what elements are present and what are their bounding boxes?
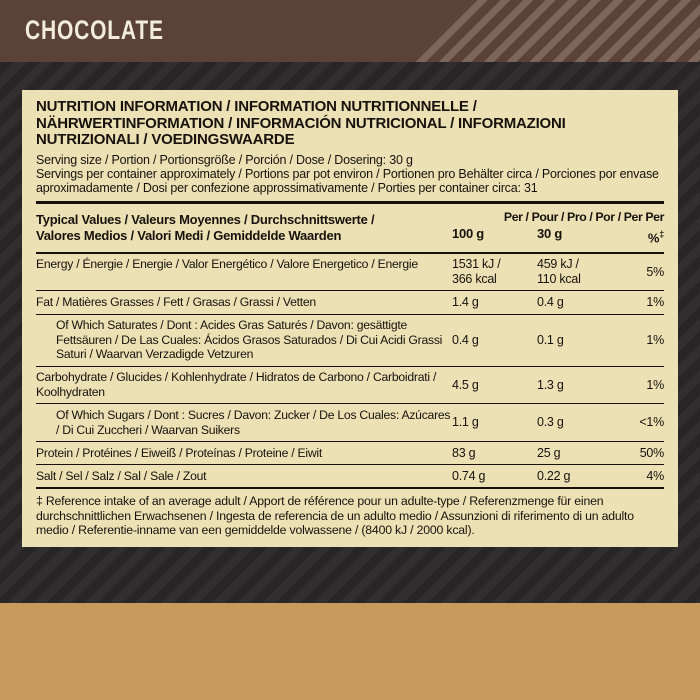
row-label: Energy / Énergie / Energie / Valor Energ…: [36, 257, 418, 272]
value-per-100g: 0.4 g: [452, 332, 479, 347]
table-row-saturates: Of Which Saturates / Dont : Acides Gras …: [36, 315, 664, 367]
row-label: Fat / Matières Grasses / Fett / Grasas /…: [36, 294, 316, 309]
value-per-30g: 0.22 g: [537, 468, 571, 483]
ri-footnote-mark: ‡: [659, 229, 664, 240]
typical-values-line: Valores Medios / Valori Medi / Gemiddeld…: [36, 228, 342, 244]
reference-intake-footnote: ‡ Reference intake of an average adult /…: [36, 494, 634, 537]
value-per-100g: 1.4 g: [452, 294, 479, 309]
panel-title-line: NÄHRWERTINFORMATION / INFORMACIÓN NUTRIC…: [36, 114, 566, 132]
nutrition-table: Typical Values / Valeurs Moyennes / Durc…: [36, 204, 665, 490]
typical-values-header: Typical Values / Valeurs Moyennes / Durc…: [36, 212, 452, 244]
table-row-protein: Protein / Protéines / Eiweiß / Proteínas…: [36, 442, 665, 466]
unit-per-100g: 100 g: [452, 226, 484, 242]
ri-percent: 1%: [646, 294, 664, 309]
value-per-100g: 1531 kJ / 366 kcal: [452, 257, 501, 286]
nutrition-panel: NUTRITION INFORMATION / INFORMATION NUTR…: [22, 90, 678, 547]
value-per-30g: 0.1 g: [537, 332, 564, 347]
value-per-30g: 0.4 g: [537, 294, 564, 309]
divider-thick: [36, 201, 664, 205]
panel-title: NUTRITION INFORMATION / INFORMATION NUTR…: [36, 98, 664, 149]
value-per-100g: 4.5 g: [452, 377, 479, 392]
table-header-row: Typical Values / Valeurs Moyennes / Durc…: [36, 204, 664, 254]
ri-percent: 50%: [639, 445, 665, 460]
panel-title-line: NUTRITION INFORMATION / INFORMATION NUTR…: [36, 98, 477, 115]
value-per-30g: 0.3 g: [537, 415, 564, 430]
row-label: Protein / Protéines / Eiweiß / Proteínas…: [36, 445, 323, 460]
value-columns-header: Per / Pour / Pro / Por / Per Per 100 g 3…: [452, 209, 664, 246]
flavor-banner: CHOCOLATE: [0, 0, 700, 62]
table-row-energy: Energy / Énergie / Energie / Valor Energ…: [36, 254, 664, 292]
ri-percent: 4%: [646, 468, 664, 483]
diagonal-stripes-decoration: [415, 0, 700, 62]
serving-size-line: Serving size / Portion / Portionsgröße /…: [36, 152, 413, 167]
typical-values-line: Typical Values / Valeurs Moyennes / Durc…: [36, 212, 375, 228]
servings-per-container-line: Servings per container approximately / P…: [36, 166, 659, 196]
unit-ri-percent: %‡: [647, 229, 664, 246]
table-row-carbohydrate: Carbohydrate / Glucides / Kohlenhydrate …: [36, 367, 664, 405]
gold-band: [0, 603, 700, 700]
row-label: Of Which Sugars / Dont : Sucres / Davon:…: [56, 407, 451, 437]
table-row-salt: Salt / Sel / Salz / Sal / Sale / Zout 0.…: [36, 465, 664, 490]
value-per-100g: 1.1 g: [452, 415, 479, 430]
serving-info: Serving size / Portion / Portionsgröße /…: [36, 153, 664, 196]
ri-percent: <1%: [639, 415, 664, 430]
column-units-row: 100 g 30 g %‡: [452, 226, 664, 246]
ri-percent: 1%: [646, 332, 664, 347]
unit-per-30g: 30 g: [537, 226, 563, 242]
table-row-fat: Fat / Matières Grasses / Fett / Grasas /…: [36, 291, 664, 315]
value-per-30g: 25 g: [537, 445, 561, 460]
per-pour-pro-line: Per / Pour / Pro / Por / Per Per: [503, 210, 665, 225]
ri-percent: 5%: [646, 264, 664, 279]
row-label: Of Which Saturates / Dont : Acides Gras …: [56, 318, 443, 362]
flavor-name: CHOCOLATE: [25, 14, 164, 45]
ri-percent: 1%: [646, 377, 664, 392]
value-per-30g: 1.3 g: [537, 377, 564, 392]
value-per-100g: 0.74 g: [452, 468, 486, 483]
table-row-sugars: Of Which Sugars / Dont : Sucres / Davon:…: [36, 404, 664, 443]
row-label: Carbohydrate / Glucides / Kohlenhydrate …: [36, 370, 437, 399]
panel-title-line: NUTRIZIONALI / VOEDINGSWAARDE: [36, 131, 295, 148]
row-label: Salt / Sel / Salz / Sal / Sale / Zout: [36, 468, 207, 483]
value-per-30g: 459 kJ / 110 kcal: [537, 257, 581, 286]
value-per-100g: 83 g: [452, 445, 476, 460]
